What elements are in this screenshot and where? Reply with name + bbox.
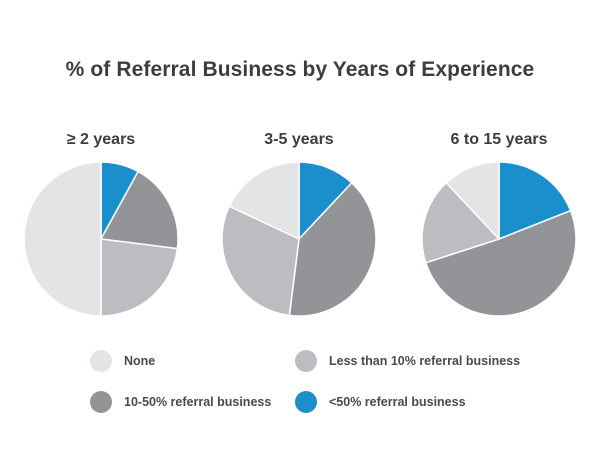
legend-swatch-none	[90, 350, 112, 372]
pie-0-slice-3	[23, 161, 102, 317]
pie-title-3-5-years: 3-5 years	[264, 131, 334, 148]
legend-label-10-50: 10-50% referral business	[124, 395, 272, 409]
pie-2-slice-3	[445, 161, 500, 240]
pie-2-slice-1	[425, 209, 577, 317]
legend-swatch-10-50	[90, 391, 112, 413]
pie-0-slice-1	[100, 170, 179, 250]
legend-item-10-50: 10-50% referral business	[90, 391, 271, 413]
legend-item-over-50: <50% referral business	[295, 391, 466, 413]
pie-1-slice-1	[288, 182, 377, 317]
pie-title-6-15-years: 6 to 15 years	[450, 131, 548, 148]
pie-1-slice-2	[221, 205, 300, 317]
chart-title: % of Referral Business by Years of Exper…	[65, 58, 535, 81]
legend-label-none: None	[124, 354, 156, 368]
pie-2-slice-0	[498, 161, 572, 240]
legend-item-less-than-10: Less than 10% referral business	[295, 350, 520, 372]
legend-swatch-less-than-10	[295, 350, 317, 372]
pie-0-slice-2	[100, 238, 179, 317]
legend-item-none: None	[90, 350, 155, 372]
pie-1	[221, 161, 377, 317]
legend-swatch-over-50	[295, 391, 317, 413]
pie-2-slice-2	[421, 182, 500, 264]
pie-2	[421, 161, 577, 317]
legend-label-less-than-10: Less than 10% referral business	[329, 354, 521, 368]
legend-label-over-50: <50% referral business	[329, 395, 466, 409]
pie-title-under-2-years: ≥ 2 years	[66, 131, 136, 148]
pie-1-slice-3	[228, 161, 300, 240]
pie-0	[23, 161, 179, 317]
